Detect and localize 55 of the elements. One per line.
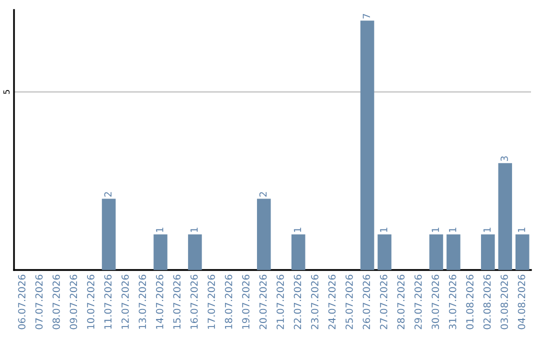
data-label: 1 [156,228,164,232]
x-tick-label: 27.07.2026 [380,274,388,330]
x-tick-label: 17.07.2026 [208,274,216,329]
bar [515,234,530,270]
x-tick-label: 04.08.2026 [518,274,526,330]
bar [291,234,306,270]
data-label: 1 [294,228,302,232]
x-tick-label: 03.08.2026 [500,274,508,330]
data-label: 2 [259,192,267,197]
x-tick-label: 22.07.2026 [294,274,302,330]
data-label: 2 [104,192,112,197]
x-tick-label: 24.07.2026 [328,274,336,330]
x-tick-label: 14.07.2026 [156,274,164,329]
bar [154,234,168,270]
bar [102,198,116,270]
x-tick-label: 02.08.2026 [483,274,491,330]
data-label: 7 [362,14,370,18]
x-tick-label: 13.07.2026 [138,274,146,329]
y-tick-label: 5 [3,90,10,94]
x-tick-label: 19.07.2026 [242,274,250,329]
bar [188,234,202,270]
x-tick-label: 30.07.2026 [432,274,440,330]
data-label: 1 [449,228,456,232]
x-tick-label: 07.07.2026 [35,274,43,330]
bar [360,20,374,270]
x-tick-label: 28.07.2026 [397,274,405,330]
x-tick-label: 01.08.2026 [466,274,474,330]
x-tick-label: 25.07.2026 [346,274,353,330]
bar [481,234,495,270]
x-tick-label: 10.07.2026 [87,274,94,329]
bar [378,234,392,270]
x-tick-label: 08.07.2026 [52,274,60,330]
x-tick-label: 11.07.2026 [104,274,112,329]
x-tick-label: 21.07.2026 [276,274,284,330]
x-tick-label: 09.07.2026 [70,274,78,330]
x-tick-label: 29.07.2026 [414,274,422,330]
x-tick-label: 20.07.2026 [259,274,267,330]
x-tick-label: 23.07.2026 [311,274,318,330]
data-label: 1 [518,228,526,232]
bar [446,234,460,270]
x-tick-label: 26.07.2026 [362,274,370,330]
x-tick-label: 18.07.2026 [224,274,232,329]
x-tick-label: 15.07.2026 [173,274,181,329]
data-label: 1 [432,228,439,232]
data-label: 1 [190,228,198,232]
data-label: 3 [500,156,508,162]
bar [498,163,512,270]
x-tick-label: 16.07.2026 [190,274,198,329]
bar [429,234,444,270]
x-tick-label: 12.07.2026 [121,274,129,329]
x-tick-label: 31.07.2026 [448,274,456,330]
data-label: 1 [380,228,388,232]
data-label: 1 [484,228,491,232]
x-tick-label: 06.07.2026 [18,274,26,330]
bar [256,198,271,270]
